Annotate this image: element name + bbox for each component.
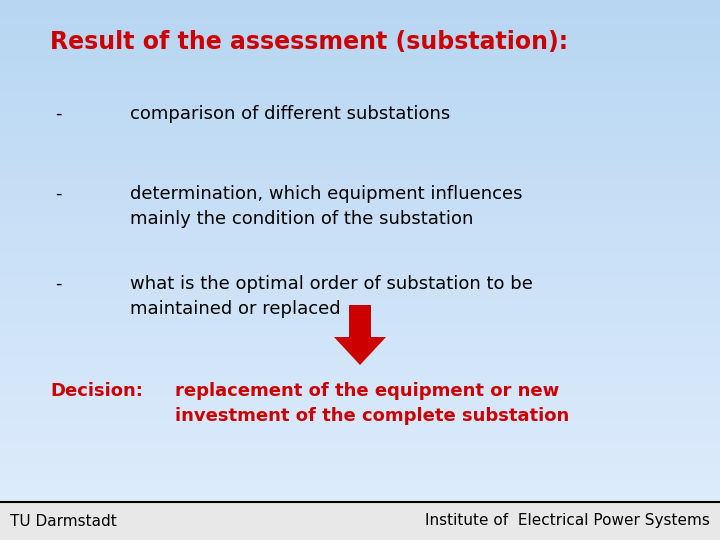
Text: TU Darmstadt: TU Darmstadt: [10, 514, 117, 529]
Text: comparison of different substations: comparison of different substations: [130, 105, 450, 123]
Text: replacement of the equipment or new
investment of the complete substation: replacement of the equipment or new inve…: [175, 382, 570, 425]
Text: Result of the assessment (substation):: Result of the assessment (substation):: [50, 30, 568, 54]
Text: -: -: [55, 185, 61, 203]
Text: determination, which equipment influences
mainly the condition of the substation: determination, which equipment influence…: [130, 185, 523, 228]
Bar: [0, 502, 720, 540]
Text: Institute of  Electrical Power Systems: Institute of Electrical Power Systems: [425, 514, 710, 529]
Text: -: -: [55, 275, 61, 293]
Bar: [349, 305, 371, 337]
Text: Decision:: Decision:: [50, 382, 143, 400]
Text: what is the optimal order of substation to be
maintained or replaced: what is the optimal order of substation …: [130, 275, 533, 318]
Text: -: -: [55, 105, 61, 123]
Polygon shape: [334, 337, 386, 365]
